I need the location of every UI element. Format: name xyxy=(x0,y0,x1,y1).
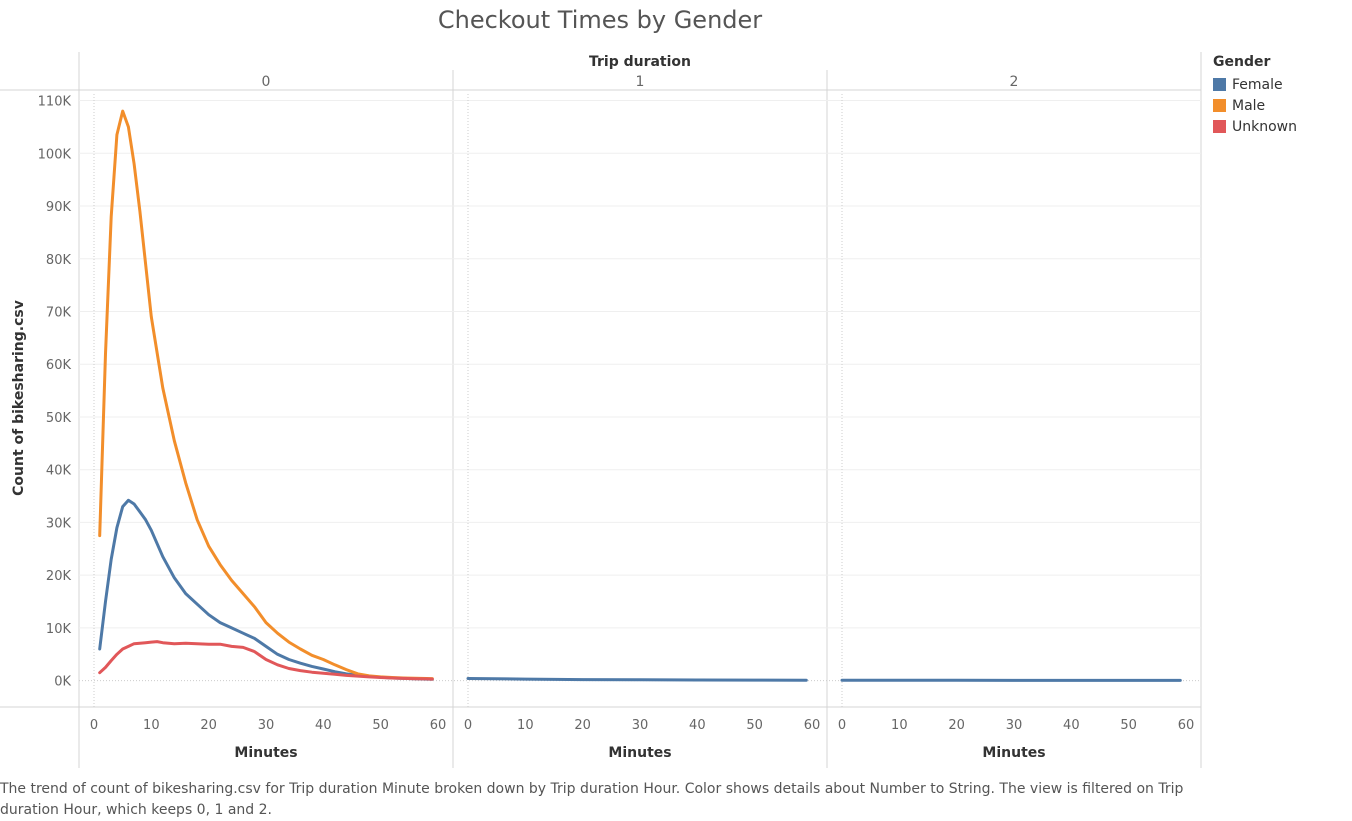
x-tick-label: 50 xyxy=(1120,718,1137,733)
legend-title: Gender xyxy=(1213,54,1271,70)
panel-label: 0 xyxy=(262,74,271,90)
y-tick-label: 60K xyxy=(46,358,72,373)
y-tick-label: 70K xyxy=(46,305,72,320)
y-axis-title: Count of bikesharing.csv xyxy=(11,300,27,496)
x-tick-label: 0 xyxy=(464,718,472,733)
legend-swatch-female xyxy=(1213,78,1226,91)
legend-item-unknown[interactable]: Unknown xyxy=(1213,116,1297,137)
y-tick-label: 10K xyxy=(46,622,72,637)
panel-label: 2 xyxy=(1010,74,1019,90)
x-tick-label: 20 xyxy=(574,718,591,733)
x-tick-label: 60 xyxy=(430,718,447,733)
x-tick-label: 20 xyxy=(948,718,965,733)
column-header-title: Trip duration xyxy=(589,54,691,70)
y-tick-label: 90K xyxy=(46,200,72,215)
panel-headers: Trip duration 0 1 2 xyxy=(262,54,1019,90)
y-tick-label: 40K xyxy=(46,464,72,479)
x-tick-label: 40 xyxy=(689,718,706,733)
legend-label-female: Female xyxy=(1232,76,1283,93)
x-tick-label: 20 xyxy=(200,718,217,733)
legend: Gender Female Male Unknown xyxy=(1213,54,1297,137)
x-axis-title: Minutes xyxy=(608,745,671,761)
x-tick-label: 10 xyxy=(517,718,534,733)
legend-label-unknown: Unknown xyxy=(1232,118,1297,135)
series-line-female-panel-0 xyxy=(98,498,434,681)
y-tick-label: 100K xyxy=(38,147,72,162)
x-axis-title: Minutes xyxy=(982,745,1045,761)
x-tick-label: 60 xyxy=(804,718,821,733)
x-tick-label: 40 xyxy=(315,718,332,733)
legend-item-male[interactable]: Male xyxy=(1213,95,1297,116)
panel-label: 1 xyxy=(636,74,645,90)
x-tick-label: 30 xyxy=(1006,718,1023,733)
series-lines xyxy=(98,109,1182,682)
x-tick-label: 10 xyxy=(891,718,908,733)
x-tick-label: 0 xyxy=(90,718,98,733)
x-axis-ticks: 0 10 20 30 40 50 60 0 10 20 30 40 50 60 0 10 20 30 40 50 60 xyxy=(90,718,1194,733)
chart-frame xyxy=(0,52,1202,768)
y-tick-label: 80K xyxy=(46,253,72,268)
x-tick-label: 50 xyxy=(746,718,763,733)
y-tick-label: 0K xyxy=(54,675,71,690)
y-tick-label: 30K xyxy=(46,516,72,531)
x-tick-label: 10 xyxy=(143,718,160,733)
legend-label-male: Male xyxy=(1232,97,1266,114)
chart-caption: The trend of count of bikesharing.csv fo… xyxy=(0,781,1184,818)
axis-titles: Minutes Minutes Minutes Count of bikesharin… xyxy=(11,300,1046,761)
legend-item-female[interactable]: Female xyxy=(1213,74,1297,95)
x-tick-label: 30 xyxy=(258,718,275,733)
y-tick-label: 50K xyxy=(46,411,72,426)
x-tick-label: 30 xyxy=(632,718,649,733)
legend-swatch-male xyxy=(1213,99,1226,112)
legend-swatch-unknown xyxy=(1213,120,1226,133)
gridlines xyxy=(79,94,1201,707)
series-line-male-panel-0 xyxy=(98,109,434,681)
x-tick-label: 60 xyxy=(1178,718,1195,733)
series-line-female-panel-1 xyxy=(466,677,808,682)
x-tick-label: 0 xyxy=(838,718,846,733)
x-axis-title: Minutes xyxy=(234,745,297,761)
y-tick-label: 20K xyxy=(46,569,72,584)
x-tick-label: 50 xyxy=(372,718,389,733)
chart-title: Checkout Times by Gender xyxy=(437,6,763,34)
y-axis-ticks: 0K 10K 20K 30K 40K 50K 60K 70K 80K 90K 100K 110K xyxy=(38,95,72,690)
series-line-unknown-panel-0 xyxy=(98,640,434,681)
y-tick-label: 110K xyxy=(38,95,72,110)
x-tick-label: 40 xyxy=(1063,718,1080,733)
